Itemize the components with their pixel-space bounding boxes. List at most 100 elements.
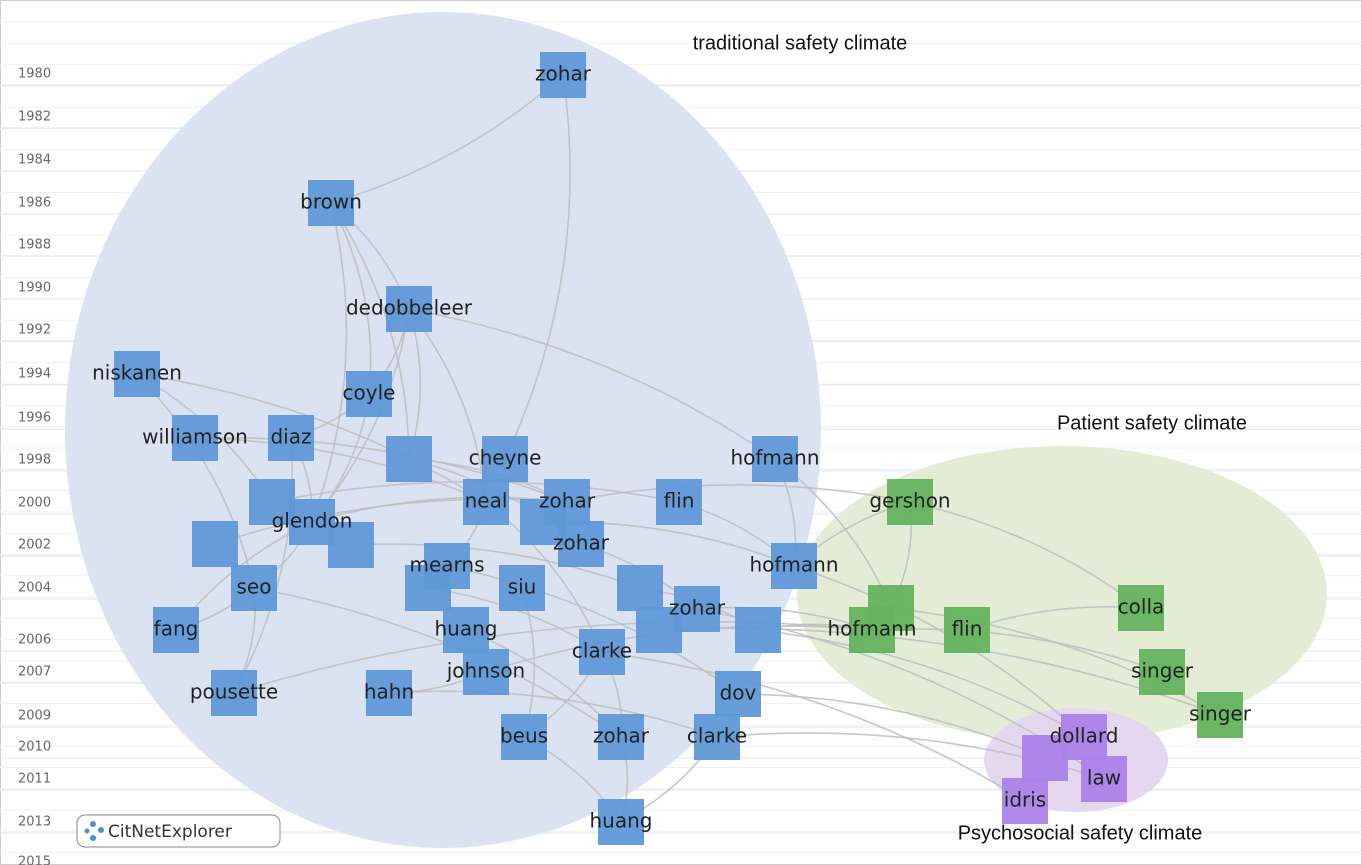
year-label: 1998 bbox=[18, 453, 51, 468]
publication-node[interactable] bbox=[540, 52, 586, 98]
node-label: zohar bbox=[553, 531, 610, 555]
year-label: 2013 bbox=[18, 815, 51, 830]
logo-text: CitNetExplorer bbox=[108, 822, 232, 842]
publication-node[interactable] bbox=[1002, 778, 1048, 824]
year-label: 2011 bbox=[18, 772, 51, 787]
node-label: dollard bbox=[1050, 724, 1119, 748]
publication-node[interactable] bbox=[211, 670, 257, 716]
publication-node[interactable] bbox=[308, 180, 354, 226]
node-label: idris bbox=[1004, 788, 1046, 812]
publication-node[interactable] bbox=[501, 714, 547, 760]
citation-edge bbox=[136, 373, 255, 589]
publication-node[interactable] bbox=[114, 351, 160, 397]
publication-node[interactable] bbox=[636, 607, 682, 653]
citation-edge bbox=[311, 202, 348, 523]
publication-node[interactable] bbox=[463, 649, 509, 695]
node-label: singer bbox=[1131, 659, 1194, 683]
node-label: zohar bbox=[539, 489, 596, 513]
publication-node[interactable] bbox=[598, 799, 644, 845]
citation-edge bbox=[757, 629, 1085, 738]
logo[interactable]: CitNetExplorer bbox=[76, 814, 281, 848]
node-label: siu bbox=[508, 575, 537, 599]
publication-node[interactable] bbox=[752, 436, 798, 482]
node-label: pousette bbox=[190, 680, 278, 704]
publication-node[interactable] bbox=[735, 607, 781, 653]
publication-node[interactable] bbox=[172, 415, 218, 461]
publication-node[interactable] bbox=[1197, 692, 1243, 738]
node-label: johnson bbox=[446, 659, 525, 683]
citation-edge bbox=[446, 565, 739, 695]
publication-node[interactable] bbox=[366, 670, 412, 716]
publication-node[interactable] bbox=[715, 671, 761, 717]
publication-node[interactable] bbox=[694, 714, 740, 760]
publication-node[interactable] bbox=[544, 479, 590, 525]
node-label: beus bbox=[500, 724, 548, 748]
publication-node[interactable] bbox=[579, 629, 625, 675]
publication-node[interactable] bbox=[405, 565, 451, 611]
cluster-label: Patient safety climate bbox=[1057, 412, 1247, 434]
node-label: flin bbox=[664, 489, 695, 513]
node-label: flin bbox=[952, 617, 983, 641]
node-label: hahn bbox=[364, 680, 414, 704]
publication-node[interactable] bbox=[1139, 649, 1185, 695]
node-label: brown bbox=[300, 190, 362, 214]
node-label: huang bbox=[435, 617, 498, 641]
node-label: gershon bbox=[869, 489, 950, 513]
publication-node[interactable] bbox=[1081, 756, 1127, 802]
publication-node[interactable] bbox=[289, 499, 335, 545]
publication-node[interactable] bbox=[499, 565, 545, 611]
publication-node[interactable] bbox=[656, 479, 702, 525]
year-label: 2009 bbox=[18, 709, 51, 724]
publication-node[interactable] bbox=[849, 607, 895, 653]
publication-node[interactable] bbox=[617, 565, 663, 611]
publication-node[interactable] bbox=[249, 479, 295, 525]
publication-node[interactable] bbox=[386, 286, 432, 332]
publication-node[interactable] bbox=[887, 479, 933, 525]
publication-node[interactable] bbox=[771, 543, 817, 589]
publication-node[interactable] bbox=[558, 521, 604, 567]
publication-node[interactable] bbox=[1061, 714, 1107, 760]
citation-edge bbox=[388, 690, 718, 738]
year-label: 1984 bbox=[18, 153, 51, 168]
publication-node[interactable] bbox=[268, 415, 314, 461]
node-label: diaz bbox=[270, 425, 311, 449]
logo-box bbox=[76, 814, 281, 848]
citation-edge bbox=[214, 498, 568, 545]
year-label: 2007 bbox=[18, 665, 51, 680]
publication-node[interactable] bbox=[192, 521, 238, 567]
publication-node[interactable] bbox=[153, 607, 199, 653]
year-label: 2015 bbox=[18, 855, 51, 865]
logo-icon bbox=[84, 821, 104, 841]
node-label: niskanen bbox=[92, 361, 182, 385]
node-label: zohar bbox=[669, 596, 726, 620]
node-label: hofmann bbox=[730, 446, 819, 470]
publication-node[interactable] bbox=[231, 565, 277, 611]
citation-edge bbox=[311, 308, 410, 523]
citation-edge bbox=[737, 693, 1046, 759]
publication-node[interactable] bbox=[443, 607, 489, 653]
year-label: 1980 bbox=[18, 67, 51, 82]
publication-node[interactable] bbox=[463, 479, 509, 525]
citation-edge bbox=[601, 651, 1026, 802]
publication-node[interactable] bbox=[482, 436, 528, 482]
publication-node[interactable] bbox=[346, 371, 392, 417]
publication-node[interactable] bbox=[328, 522, 374, 568]
year-label: 1996 bbox=[18, 411, 51, 426]
year-label: 2006 bbox=[18, 633, 51, 648]
year-label: 1982 bbox=[18, 110, 51, 125]
citation-edge bbox=[194, 437, 487, 503]
publication-node[interactable] bbox=[1118, 585, 1164, 631]
year-label: 1992 bbox=[18, 323, 51, 338]
cluster-label: traditional safety climate bbox=[693, 32, 908, 54]
node-label: law bbox=[1087, 766, 1121, 790]
publication-node[interactable] bbox=[386, 436, 432, 482]
citation-edge bbox=[233, 437, 294, 694]
publication-node[interactable] bbox=[944, 607, 990, 653]
year-label: 1988 bbox=[18, 238, 51, 253]
publication-node[interactable] bbox=[1022, 735, 1068, 781]
citation-edge bbox=[504, 74, 571, 460]
publication-node[interactable] bbox=[598, 714, 644, 760]
node-label: hofmann bbox=[749, 553, 838, 577]
year-label: 2004 bbox=[18, 581, 51, 596]
